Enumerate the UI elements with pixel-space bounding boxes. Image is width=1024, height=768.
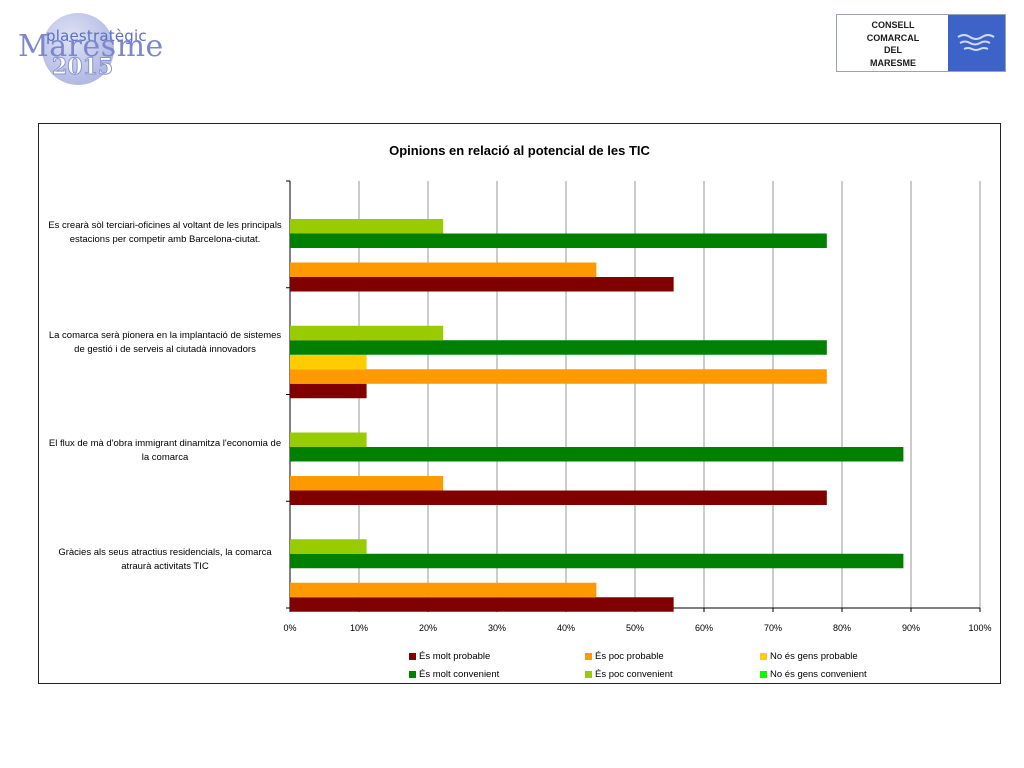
chart-frame: Opinions en relació al potencial de les … — [38, 123, 1001, 684]
bar — [290, 383, 367, 399]
legend-label: No és gens probable — [770, 651, 858, 662]
category-label: La comarca serà pionera en la implantaci… — [48, 330, 282, 355]
legend-label: És molt probable — [419, 651, 491, 662]
legend-label: No és gens convenient — [770, 669, 867, 680]
bar — [290, 277, 674, 292]
x-tick-label: 100% — [968, 623, 991, 633]
legend-item: És molt convenient — [409, 669, 499, 680]
bar — [290, 539, 367, 554]
legend-label: És poc convenient — [595, 669, 673, 680]
bar — [290, 219, 444, 234]
bar — [290, 447, 904, 462]
legend-item: És poc probable — [585, 651, 664, 662]
bar — [290, 476, 444, 491]
legend-swatch — [409, 653, 416, 660]
bar — [290, 490, 827, 505]
legend-item: No és gens convenient — [760, 669, 867, 680]
bar — [290, 553, 904, 569]
x-tick-label: 0% — [283, 623, 296, 633]
council-line: CONSELL — [871, 20, 915, 30]
legend-swatch — [760, 671, 767, 678]
x-tick-label: 30% — [488, 623, 506, 633]
bar — [290, 369, 827, 384]
bar — [290, 354, 367, 370]
bar — [290, 432, 367, 447]
x-tick-label: 90% — [902, 623, 920, 633]
plan-estrategic-logo: plaestratègic Maresme 2015 — [10, 8, 170, 93]
x-tick-label: 70% — [764, 623, 782, 633]
legend-swatch — [760, 653, 767, 660]
legend-label: És molt convenient — [419, 669, 500, 680]
category-label: El flux de mà d'obra immigrant dinamitza… — [48, 438, 282, 463]
category-label: Es crearà sòl terciari-oficines al volta… — [48, 220, 282, 245]
bar — [290, 262, 597, 277]
x-tick-label: 80% — [833, 623, 851, 633]
legend-label: És poc probable — [595, 651, 664, 662]
consell-comarcal-logo: CONSELL COMARCAL DEL MARESME — [836, 14, 1006, 72]
logo-circle — [42, 13, 114, 85]
x-tick-label: 60% — [695, 623, 713, 633]
x-tick-label: 50% — [626, 623, 644, 633]
x-tick-label: 40% — [557, 623, 575, 633]
logo-small-text: plaestratègic — [46, 27, 147, 45]
council-emblem-icon — [948, 15, 1005, 71]
council-line: MARESME — [869, 57, 916, 68]
logo-year: 2015 — [51, 54, 114, 81]
bar — [290, 597, 674, 612]
legend-item: És molt probable — [409, 651, 490, 662]
bar-chart-plot: 0% 10% 20% 30% 40% 50% 60% 70% 80% 90% 100% — [283, 180, 992, 633]
council-line: COMARCAL — [866, 32, 920, 43]
legend-swatch — [409, 671, 416, 678]
bar — [290, 582, 597, 598]
bar — [290, 233, 827, 248]
x-tick-label: 10% — [350, 623, 368, 633]
legend-item: No és gens probable — [760, 651, 858, 662]
legend-item: És poc convenient — [585, 669, 673, 680]
bar — [290, 325, 444, 341]
x-tick-label: 20% — [419, 623, 437, 633]
category-label: Gràcies als seus atractius residencials,… — [58, 547, 272, 572]
council-line: DEL — [884, 45, 902, 55]
legend-swatch — [585, 671, 592, 678]
bar — [290, 340, 827, 355]
chart-title: Opinions en relació al potencial de les … — [389, 143, 650, 158]
council-name: CONSELL COMARCAL DEL MARESME — [837, 19, 949, 69]
legend-swatch — [585, 653, 592, 660]
logo-big-text: Maresme — [18, 29, 164, 64]
